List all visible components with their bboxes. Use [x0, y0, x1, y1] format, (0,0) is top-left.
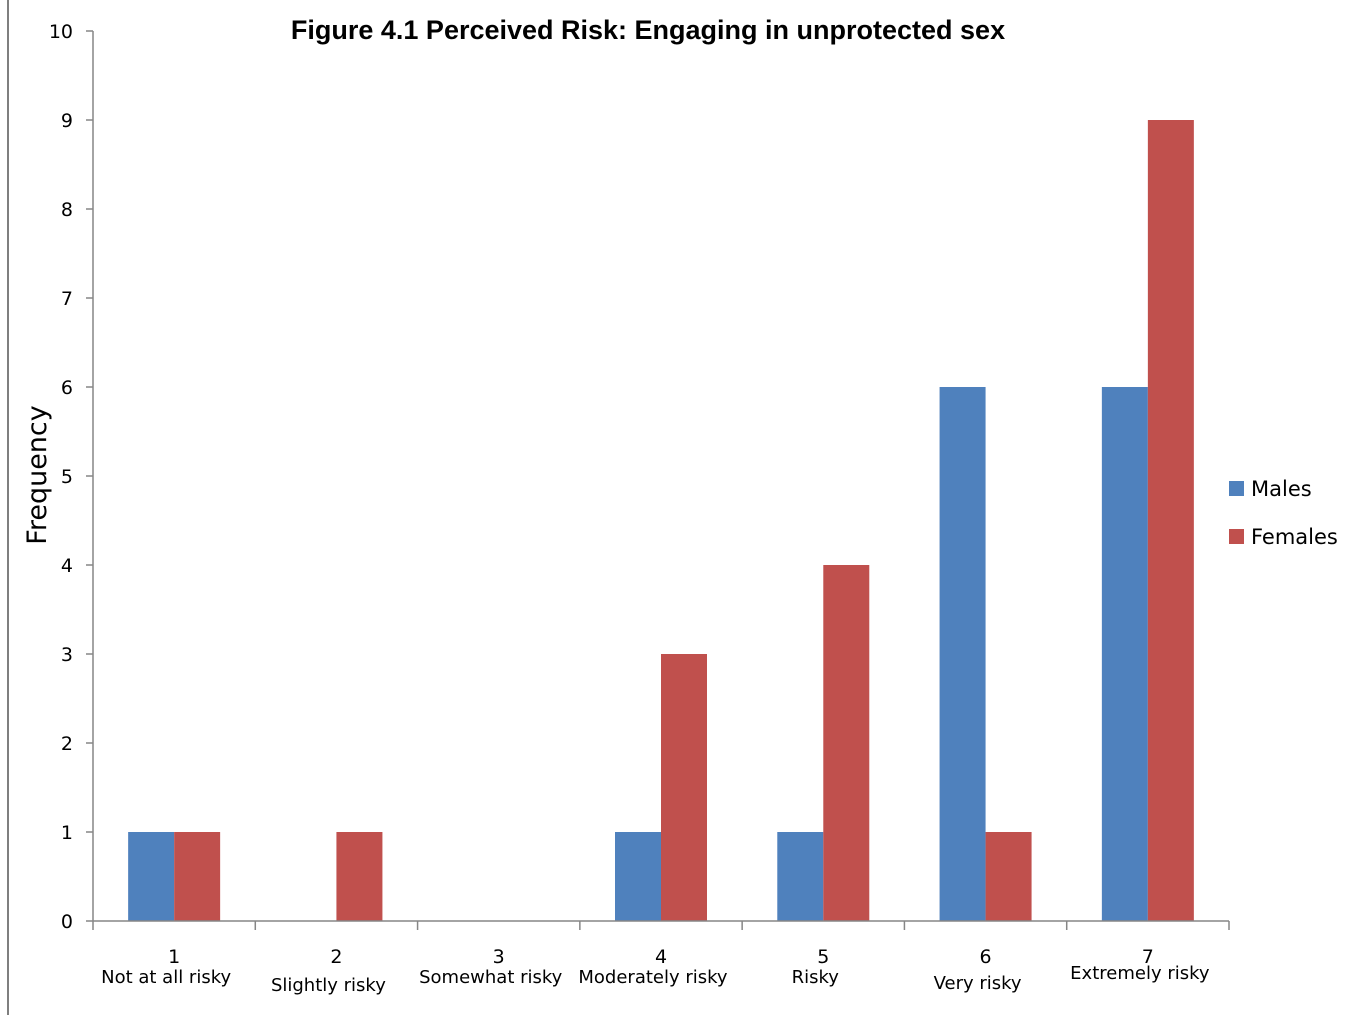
- y-tick-label: 0: [61, 911, 73, 933]
- bar-males-5: [777, 832, 824, 921]
- bar-males-1: [128, 832, 175, 921]
- y-tick-label: 1: [61, 822, 73, 844]
- bar-females-5: [823, 565, 870, 921]
- x-tick-label: 3: [493, 946, 505, 968]
- y-tick-label: 6: [61, 377, 73, 399]
- y-tick-label: 9: [61, 110, 73, 132]
- x-category-label: Very risky: [934, 973, 1022, 994]
- bar-females-1: [174, 832, 221, 921]
- bar-males-6: [939, 387, 986, 921]
- legend-swatch-females: [1229, 529, 1244, 544]
- x-tick-label: 1: [168, 946, 180, 968]
- bar-males-4: [615, 832, 661, 921]
- y-tick-label: 2: [61, 733, 73, 755]
- y-tick-label: 7: [61, 288, 73, 310]
- x-category-label: Extremely risky: [1070, 963, 1210, 984]
- bar-females-7: [1147, 120, 1194, 921]
- legend-swatch-males: [1229, 481, 1244, 496]
- x-category-label: Slightly risky: [271, 975, 386, 996]
- x-category-label: Somewhat risky: [419, 967, 563, 988]
- legend-label-males: Males: [1251, 477, 1312, 501]
- legend-label-females: Females: [1251, 525, 1338, 549]
- x-tick-label: 7: [1142, 946, 1154, 968]
- chart-frame: [7, 0, 1366, 1015]
- bar-males-7: [1101, 387, 1148, 921]
- y-tick-label: 4: [61, 555, 73, 577]
- legend: Males Females: [1229, 477, 1338, 549]
- y-tick-label: 5: [61, 466, 73, 488]
- x-tick-label: 2: [330, 946, 342, 968]
- x-category-label: Not at all risky: [101, 967, 231, 988]
- x-category-label: Moderately risky: [578, 967, 728, 988]
- x-category-label: Risky: [792, 967, 840, 988]
- x-tick-label: 6: [980, 946, 992, 968]
- x-tick-label: 4: [655, 946, 667, 968]
- y-tick-label: 8: [61, 199, 73, 221]
- y-axis-label: Frequency: [22, 405, 53, 545]
- x-tick-label: 5: [817, 946, 829, 968]
- bar-females-6: [985, 832, 1032, 921]
- chart-title: Figure 4.1 Perceived Risk: Engaging in u…: [291, 15, 1005, 45]
- y-tick-label: 3: [61, 644, 73, 666]
- bar-females-2: [336, 832, 383, 921]
- y-tick-label: 10: [49, 21, 73, 43]
- bar-females-4: [661, 654, 707, 921]
